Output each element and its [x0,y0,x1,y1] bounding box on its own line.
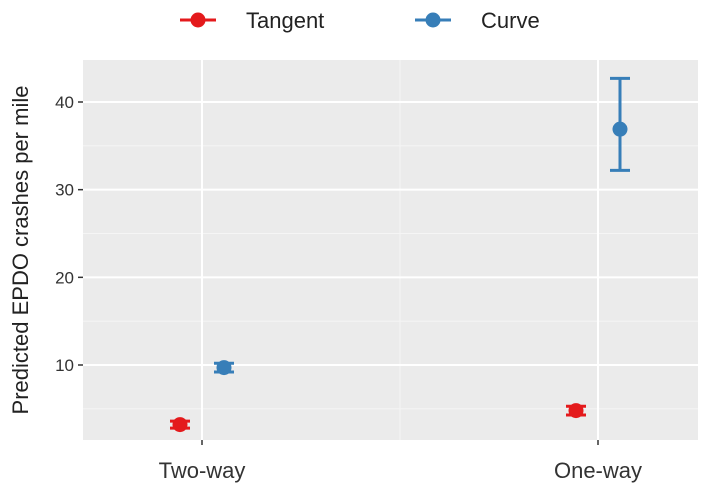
y-axis: 10 20 30 40 [55,93,83,375]
curve-two-way-point [216,360,232,376]
tangent-two-way-point [172,417,188,433]
y-tick-label-0: 10 [55,356,74,375]
x-tick-label-1: One-way [554,458,642,483]
major-gridlines [83,60,698,440]
legend: Tangent Curve [180,8,540,33]
plot-panel [83,60,698,440]
y-tick-label-2: 30 [55,181,74,200]
y-tick-label-1: 20 [55,268,74,287]
y-tick-label-3: 40 [55,93,74,112]
y-axis-title: Predicted EPDO crashes per mile [8,86,33,415]
legend-label-tangent: Tangent [246,8,324,33]
x-axis: Two-way One-way [159,440,642,483]
legend-key-point-tangent [190,12,206,28]
curve-one-way-point [612,121,628,137]
legend-label-curve: Curve [481,8,540,33]
minor-gridlines [83,60,698,440]
legend-key-point-curve [425,12,441,28]
data-marks [170,76,630,433]
tangent-one-way-point [568,403,584,419]
x-tick-label-0: Two-way [159,458,246,483]
